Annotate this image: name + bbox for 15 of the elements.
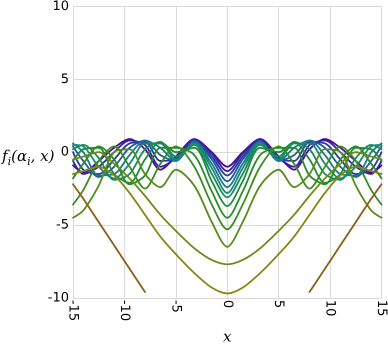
line-series bbox=[72, 148, 382, 248]
x-tick-label: -15 bbox=[66, 300, 80, 322]
x-tick-label: 0 bbox=[220, 300, 235, 308]
y-axis-title: f$_{i}$(α$_{i}$, x) bbox=[2, 147, 54, 170]
line-series bbox=[72, 151, 382, 266]
y-tick-label: 10 bbox=[52, 0, 69, 14]
y-tick-label: 0 bbox=[60, 144, 69, 160]
x-tick-label: 10 bbox=[322, 300, 338, 316]
x-axis-title: x bbox=[223, 328, 232, 346]
y-tick-label: -5 bbox=[56, 218, 69, 233]
x-tick-label: 15 bbox=[374, 300, 388, 316]
x-tick-label: 5 bbox=[271, 300, 286, 308]
x-tick-label: -5 bbox=[168, 300, 184, 313]
x-tick-label: -10 bbox=[116, 300, 132, 322]
y-tick-label: 5 bbox=[60, 72, 69, 87]
